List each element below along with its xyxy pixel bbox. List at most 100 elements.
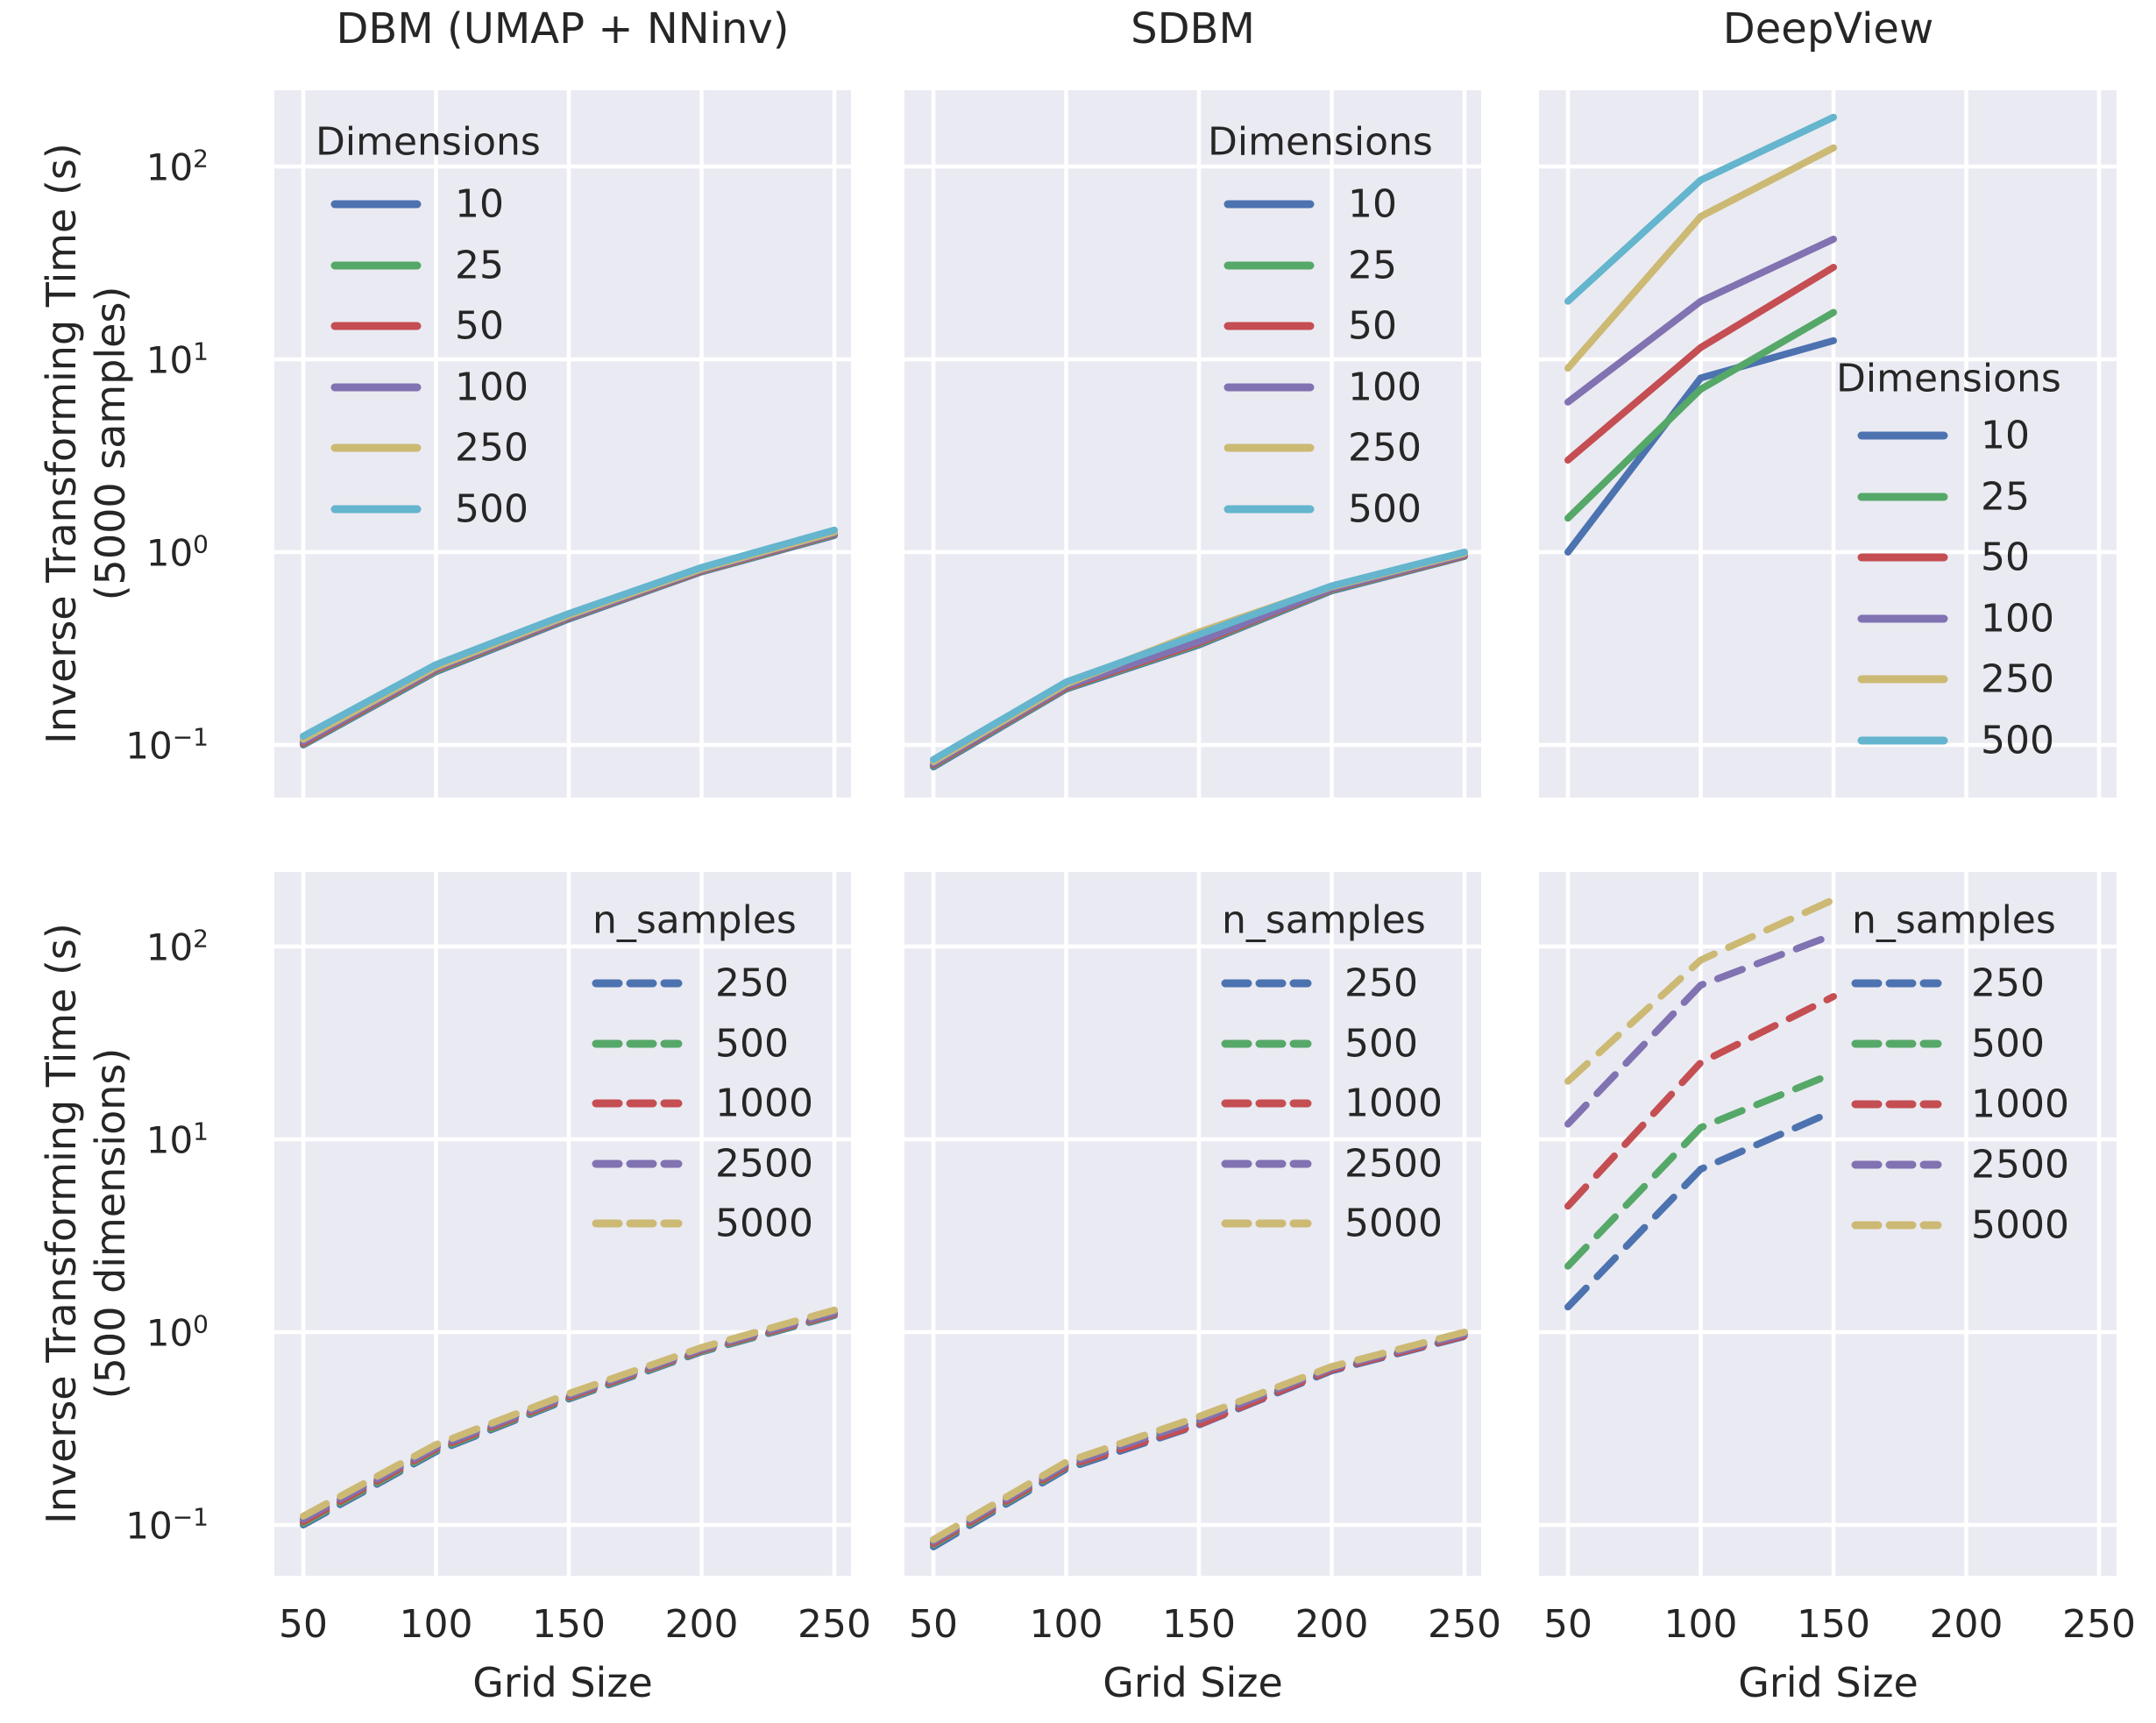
series-line-5000 xyxy=(300,1306,838,1520)
legend-item-50: 50 xyxy=(1981,535,2030,580)
legend-item-250: 250 xyxy=(1344,961,1418,1006)
legend-title-dbm-samples: n_samples xyxy=(592,897,797,943)
plot-background xyxy=(274,872,851,1576)
legend-line-sample-250 xyxy=(1221,979,1312,988)
legend-line-sample-25 xyxy=(1857,493,1948,500)
legend-line-sample-2500 xyxy=(1221,1159,1312,1167)
legend-item-500: 500 xyxy=(1348,486,1422,531)
plot-dbm-samples xyxy=(274,872,851,1576)
legend-item-5000: 5000 xyxy=(1344,1201,1443,1246)
legend-item-250: 250 xyxy=(715,961,789,1006)
y-tick-label-10e-1-row1: 10−1 xyxy=(125,722,209,768)
legend-item-250: 250 xyxy=(1981,656,2054,702)
y-tick-label-10e0-row1: 100 xyxy=(145,529,209,575)
x-tick-label-150-col3: 150 xyxy=(1797,1602,1870,1647)
legend-item-250: 250 xyxy=(455,425,528,471)
legend-line-sample-100 xyxy=(1857,614,1948,622)
plot-deepview-samples xyxy=(1539,872,2117,1576)
legend-item-500: 500 xyxy=(1971,1021,2045,1067)
legend-item-250: 250 xyxy=(1348,425,1422,471)
plot-background xyxy=(904,872,1481,1576)
legend-line-sample-2500 xyxy=(592,1159,683,1167)
series-line-5000 xyxy=(1564,896,1837,1085)
x-tick-label-50-col3: 50 xyxy=(1543,1602,1592,1647)
y-tick-label-10e-1-row2: 10−1 xyxy=(125,1502,209,1548)
y-axis-label-row1-line1: Inverse Transforming Time (s) xyxy=(38,143,85,744)
legend-line-sample-250 xyxy=(1857,675,1948,684)
x-tick-label-100-col3: 100 xyxy=(1663,1602,1738,1647)
legend-line-sample-50 xyxy=(330,322,422,330)
legend-item-100: 100 xyxy=(1348,365,1422,409)
legend-line-sample-250 xyxy=(592,979,683,988)
legend-item-10: 10 xyxy=(455,181,504,227)
x-tick-label-200-col3: 200 xyxy=(1929,1602,2004,1647)
series-line-10 xyxy=(1564,337,1837,556)
series-line-100 xyxy=(1564,235,1837,406)
legend-item-250: 250 xyxy=(1971,961,2045,1006)
y-tick-label-10e2-row1: 102 xyxy=(145,144,209,189)
legend-line-sample-250 xyxy=(330,443,422,452)
series-line-500 xyxy=(1564,113,1837,305)
x-tick-label-150-col2: 150 xyxy=(1162,1602,1236,1647)
legend-line-sample-1000 xyxy=(592,1099,683,1108)
subplot-title-dbm: DBM (UMAP + NNinv) xyxy=(336,4,790,53)
plot-background xyxy=(1539,872,2117,1576)
legend-line-sample-500 xyxy=(592,1039,683,1047)
legend-line-sample-250 xyxy=(1223,443,1315,452)
legend-item-2500: 2500 xyxy=(1971,1142,2069,1188)
legend-line-sample-500 xyxy=(330,505,422,513)
legend-item-50: 50 xyxy=(1348,303,1397,349)
legend-line-sample-50 xyxy=(1857,553,1948,562)
x-axis-label-col1: Grid Size xyxy=(472,1659,653,1706)
y-tick-label-10e0-row2: 100 xyxy=(145,1309,209,1355)
legend-title-deepview-dimensions: Dimensions xyxy=(1836,356,2061,401)
plot-sdbm-samples xyxy=(904,872,1481,1576)
y-tick-label-10e2-row2: 102 xyxy=(145,924,209,969)
x-tick-label-200-col2: 200 xyxy=(1294,1602,1369,1647)
series-line-500 xyxy=(300,526,838,740)
legend-item-25: 25 xyxy=(455,243,504,287)
series-line-500 xyxy=(930,549,1468,763)
legend-line-sample-25 xyxy=(330,261,422,269)
legend-title-sdbm-dimensions: Dimensions xyxy=(1208,119,1433,165)
legend-line-sample-500 xyxy=(1857,736,1948,744)
legend-line-sample-500 xyxy=(1851,1039,1942,1048)
x-tick-label-250-col2: 250 xyxy=(1428,1602,1501,1647)
legend-line-sample-2500 xyxy=(1851,1160,1942,1169)
legend-line-sample-500 xyxy=(1221,1039,1312,1047)
y-tick-label-10e1-row1: 101 xyxy=(145,337,209,382)
legend-line-sample-1000 xyxy=(1221,1099,1312,1108)
x-tick-label-50-col1: 50 xyxy=(279,1602,328,1647)
legend-line-sample-1000 xyxy=(1851,1100,1942,1109)
x-tick-label-250-col1: 250 xyxy=(798,1602,871,1647)
series-line-250 xyxy=(1564,144,1837,372)
series-line-50 xyxy=(1564,264,1837,464)
series-line-25 xyxy=(1564,308,1837,522)
x-tick-label-50-col2: 50 xyxy=(909,1602,958,1647)
legend-line-sample-50 xyxy=(1223,322,1315,330)
legend-title-sdbm-samples: n_samples xyxy=(1222,897,1426,943)
legend-item-10: 10 xyxy=(1348,181,1397,227)
series-line-250 xyxy=(1564,1107,1837,1311)
x-tick-label-200-col1: 200 xyxy=(664,1602,739,1647)
subplot-title-deepview: DeepView xyxy=(1722,4,1934,53)
legend-item-25: 25 xyxy=(1981,474,2030,519)
series-line-500 xyxy=(1564,1069,1837,1270)
legend-title-dbm-dimensions: Dimensions xyxy=(316,119,541,165)
subplot-title-sdbm: SDBM xyxy=(1131,4,1255,53)
plot-background xyxy=(1539,90,2117,798)
legend-item-2500: 2500 xyxy=(715,1141,813,1186)
legend-item-100: 100 xyxy=(455,365,528,409)
y-axis-label-row2-line1: Inverse Transforming Time (s) xyxy=(38,923,85,1524)
x-tick-label-150-col1: 150 xyxy=(532,1602,606,1647)
x-tick-label-250-col3: 250 xyxy=(2062,1602,2136,1647)
legend-item-5000: 5000 xyxy=(1971,1202,2069,1248)
legend-line-sample-250 xyxy=(1851,979,1942,988)
x-tick-label-100-col2: 100 xyxy=(1029,1602,1103,1647)
legend-line-sample-25 xyxy=(1223,261,1315,269)
legend-line-sample-10 xyxy=(330,200,422,209)
legend-item-100: 100 xyxy=(1981,596,2054,641)
legend-line-sample-100 xyxy=(1223,383,1315,391)
legend-item-500: 500 xyxy=(715,1021,789,1066)
